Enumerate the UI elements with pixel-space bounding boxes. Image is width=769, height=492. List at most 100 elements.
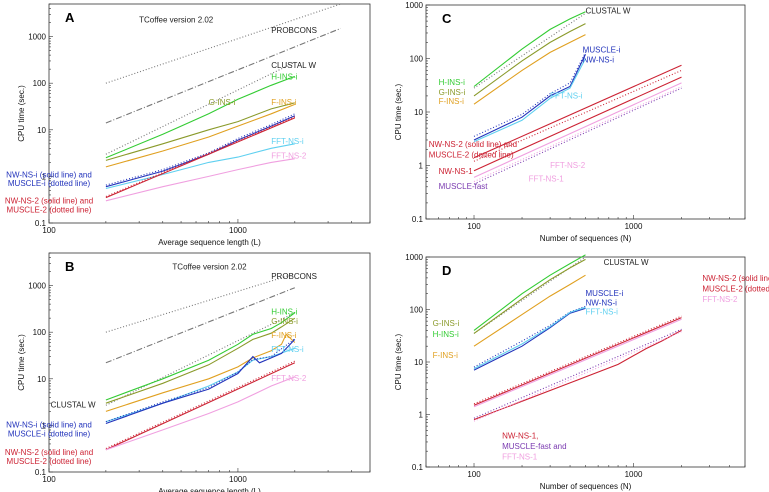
panel-d-series-label: F-INS-i bbox=[433, 351, 459, 360]
panel-d-series-muscle-2 bbox=[473, 315, 682, 405]
panel-a-series-label: TCoffee version 2.02 bbox=[139, 16, 214, 25]
panel-a-series-label: CLUSTAL W bbox=[271, 61, 316, 70]
panel-b-series-probcons bbox=[105, 287, 296, 364]
panel-a-series-label: G-INS-i bbox=[209, 98, 236, 107]
panel-c-series-nw-ns-1 bbox=[473, 76, 682, 172]
panel-a-series-label: MUSCLE-i (dotted line) bbox=[8, 179, 91, 188]
panel-d-series-label: G-INS-i bbox=[433, 319, 460, 328]
panel-b-series-muscle-2 bbox=[105, 360, 296, 449]
panel-d-series-label: MUSCLE-2 (dotted line) and bbox=[702, 285, 769, 294]
panel-a-x-tick-label: 100 bbox=[42, 226, 56, 235]
panel-d-series-label: FFT-NS-1 bbox=[502, 452, 538, 461]
panel-b-series-nw-ns-2 bbox=[105, 362, 296, 451]
panel-c-series-clustal-w bbox=[473, 12, 586, 89]
panel-b-letter: B bbox=[65, 259, 74, 274]
panel-a-y-tick-label: 100 bbox=[33, 79, 47, 88]
panel-c-series-label: CLUSTAL W bbox=[586, 6, 631, 15]
panel-d-series-label: MUSCLE-fast and bbox=[502, 442, 566, 451]
panel-d-series-g-ins-i bbox=[473, 258, 586, 334]
panel-c-series-fft-ns-1 bbox=[473, 86, 682, 183]
panel-c-y-tick-label: 100 bbox=[410, 55, 424, 64]
panel-d-y-tick-label: 0.1 bbox=[412, 463, 424, 472]
panel-c-series-label: MUSCLE-i bbox=[583, 45, 621, 54]
panel-b-series-label: CLUSTAL W bbox=[51, 401, 96, 410]
panel-a-series-tcoffee-version-2-02 bbox=[105, 3, 341, 84]
panel-b-series-tcoffee-version-2-02 bbox=[105, 273, 295, 333]
panel-d-y-tick-label: 100 bbox=[410, 306, 424, 315]
panel-c-series-label: H-INS-i bbox=[439, 78, 465, 87]
panel-b-y-tick-label: 1 bbox=[42, 421, 47, 430]
panel-a-y-tick-label: 1000 bbox=[28, 33, 46, 42]
panel-c-y-tick-label: 1000 bbox=[405, 1, 423, 10]
panel-c-x-tick-label: 1000 bbox=[625, 222, 643, 231]
panel-b-series-muscle-i bbox=[105, 338, 296, 423]
panel-b-series-label: FFT-NS-i bbox=[271, 345, 304, 354]
panel-d-series-fft-ns-2 bbox=[473, 318, 682, 408]
panel-c-series-nw-ns-2 bbox=[473, 64, 682, 159]
panel-b-series-h-ins-i bbox=[105, 312, 296, 401]
panel-c-letter: C bbox=[442, 11, 452, 26]
panel-b-series-label: MUSCLE-i (dotted line) bbox=[8, 429, 91, 438]
panel-c-series-label: FFT-NS-i bbox=[550, 91, 583, 100]
panel-a-series-label: NW-NS-i (solid line) and bbox=[6, 170, 92, 179]
panel-b-series-label: TCoffee version 2.02 bbox=[172, 263, 247, 272]
panel-a-series-label: PROBCONS bbox=[271, 26, 317, 35]
panel-c-series-fft-ns-2 bbox=[473, 82, 682, 178]
panel-b-series-label: F-INS-i bbox=[271, 331, 297, 340]
panel-d-y-tick-label: 1 bbox=[419, 411, 424, 420]
panel-d-series-label: NW-NS-1, bbox=[502, 431, 538, 440]
panel-d-series-nw-ns-i bbox=[473, 307, 586, 371]
panel-c-x-axis-label: Number of sequences (N) bbox=[540, 234, 632, 243]
panel-a-series-label: H-INS-i bbox=[271, 72, 297, 81]
panel-a-y-tick-label: 10 bbox=[37, 126, 46, 135]
panel-d-series-fft-ns-i bbox=[473, 306, 586, 370]
panel-b-y-axis-label: CPU time (sec.) bbox=[17, 334, 26, 391]
panel-d-series-muscle-i bbox=[473, 305, 586, 368]
panel-a-series-nw-ns-i bbox=[105, 115, 296, 188]
panel-a-series-muscle-2 bbox=[105, 116, 296, 198]
panel-d-series-label: FFT-NS-i bbox=[586, 308, 619, 317]
panel-a-series-g-ins-i bbox=[105, 102, 295, 161]
panel-b-y-tick-label: 10 bbox=[37, 375, 46, 384]
panel-c-y-axis-label: CPU time (sec.) bbox=[394, 83, 403, 140]
panel-d-series-nw-ns-2 bbox=[473, 317, 682, 406]
panel-b-series-f-ins-i bbox=[105, 333, 296, 412]
panel-a-series-f-ins-i bbox=[105, 103, 296, 168]
panel-a-series-fft-ns-i bbox=[105, 143, 295, 190]
panel-a-y-tick-label: 0.1 bbox=[35, 219, 47, 228]
panel-d-series-label: NW-NS-i bbox=[586, 298, 618, 307]
panel-d-series-fft-ns-1 bbox=[473, 331, 682, 422]
panel-c-series-g-ins-i bbox=[473, 23, 586, 97]
panel-b: 0.1 1 10 100 1000 100 1000 Average sequence len… bbox=[5, 252, 371, 492]
panel-d-y-axis-label: CPU time (sec.) bbox=[394, 333, 403, 390]
panel-a-series-muscle-i bbox=[105, 113, 296, 186]
panel-d-series-f-ins-i bbox=[473, 274, 586, 347]
panel-c-series-label: MUSCLE-fast bbox=[439, 182, 489, 191]
panel-d-x-axis-label: Number of sequences (N) bbox=[540, 482, 632, 491]
panel-d-series-nw-ns-1 bbox=[473, 329, 682, 421]
panel-b-series-g-ins-i bbox=[105, 317, 296, 404]
panel-c-y-tick-label: 1 bbox=[419, 162, 424, 171]
panel-d-series-muscle-fast bbox=[473, 328, 682, 419]
panel-d-series-label: MUSCLE-i bbox=[586, 289, 624, 298]
panel-b-series-fft-ns-2 bbox=[105, 376, 295, 451]
panel-d-series-label: H-INS-i bbox=[433, 330, 459, 339]
panel-b-series-label: MUSCLE-2 (dotted line) bbox=[7, 457, 92, 466]
panel-a-series-nw-ns-2 bbox=[105, 117, 296, 199]
panel-b-series-label: H-INS-i bbox=[271, 307, 297, 316]
panel-c-series-nw-ns-i bbox=[473, 54, 586, 141]
panel-a-letter: A bbox=[65, 10, 75, 25]
panel-b-y-tick-label: 1000 bbox=[28, 282, 46, 291]
panel-a: 0.1 1 10 100 1000 100 1000 Average sequence len… bbox=[5, 3, 371, 247]
panel-d-letter: D bbox=[442, 263, 451, 278]
panel-b-series-label: G-INS-i bbox=[271, 317, 298, 326]
panel-a-series-clustal-w bbox=[105, 61, 296, 155]
panel-b-x-tick-label: 1000 bbox=[229, 475, 247, 484]
panel-a-series-label: FFT-NS-2 bbox=[271, 152, 307, 161]
panel-d-series-h-ins-i bbox=[473, 254, 586, 331]
panel-b-y-tick-label: 100 bbox=[33, 328, 47, 337]
panel-a-x-tick-label: 1000 bbox=[229, 226, 247, 235]
panel-a-series-label: NW-NS-2 (solid line) and bbox=[5, 197, 93, 206]
panel-c-series-h-ins-i bbox=[473, 11, 586, 87]
